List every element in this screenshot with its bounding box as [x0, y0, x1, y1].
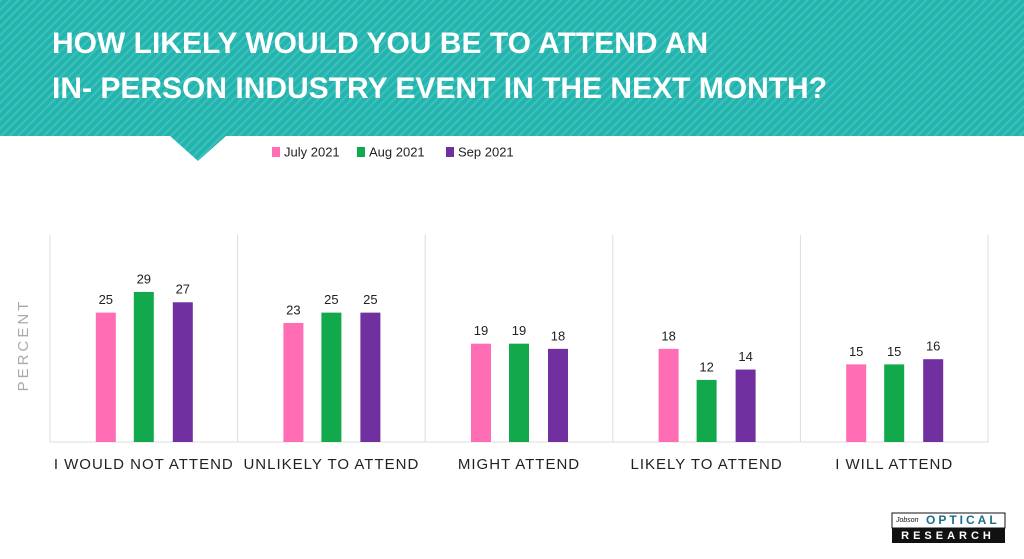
- bar: [658, 348, 679, 442]
- bar: [283, 322, 304, 442]
- bar: [696, 379, 717, 442]
- chart-title: IN- PERSON INDUSTRY EVENT IN THE NEXT MO…: [52, 72, 827, 105]
- bar: [884, 364, 905, 442]
- bar: [172, 302, 193, 442]
- header-band: [0, 0, 1024, 161]
- bar: [735, 369, 756, 442]
- value-label: 29: [137, 271, 151, 286]
- logo-bottom: [892, 528, 1005, 543]
- value-label: 25: [99, 292, 113, 307]
- bar: [95, 312, 116, 442]
- logo-line2: RESEARCH: [901, 530, 995, 542]
- value-label: 19: [474, 323, 488, 338]
- legend-label: July 2021: [284, 144, 340, 159]
- bar: [923, 359, 944, 442]
- value-label: 18: [661, 328, 675, 343]
- x-tick-label: LIKELY TO ATTEND: [631, 456, 783, 473]
- value-label: 14: [738, 349, 752, 364]
- x-tick-label: UNLIKELY TO ATTEND: [243, 456, 419, 473]
- legend-swatch: [446, 147, 454, 157]
- value-label: 19: [512, 323, 526, 338]
- y-axis-label: PERCENT: [15, 299, 32, 392]
- bar: [846, 364, 867, 442]
- bar: [133, 291, 154, 442]
- legend-label: Aug 2021: [369, 144, 425, 159]
- value-label: 15: [887, 344, 901, 359]
- bar: [471, 343, 491, 442]
- value-label: 16: [926, 339, 940, 354]
- x-tick-label: MIGHT ATTEND: [458, 456, 580, 473]
- bar: [360, 312, 381, 442]
- value-label: 27: [176, 282, 190, 297]
- chart-title: HOW LIKELY WOULD YOU BE TO ATTEND AN: [52, 27, 708, 60]
- bar: [509, 343, 529, 442]
- x-tick-label: I WOULD NOT ATTEND: [54, 456, 234, 473]
- value-label: 15: [849, 344, 863, 359]
- value-label: 18: [551, 328, 565, 343]
- bar: [321, 312, 342, 442]
- value-label: 23: [286, 302, 300, 317]
- logo-brand: Jobson: [895, 517, 919, 524]
- bar: [548, 348, 568, 442]
- value-label: 12: [699, 359, 713, 374]
- legend-swatch: [357, 147, 365, 157]
- value-label: 25: [324, 292, 338, 307]
- value-label: 25: [363, 292, 377, 307]
- legend-label: Sep 2021: [458, 144, 514, 159]
- logo: Jobson OPTICAL RESEARCH: [891, 512, 1006, 543]
- logo-line1: OPTICAL: [926, 513, 1000, 527]
- legend-swatch: [272, 147, 280, 157]
- x-tick-label: I WILL ATTEND: [835, 456, 953, 473]
